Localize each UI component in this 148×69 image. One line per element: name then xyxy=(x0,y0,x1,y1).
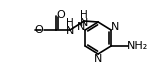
Text: N: N xyxy=(77,22,85,32)
Text: N: N xyxy=(111,22,120,32)
Text: N: N xyxy=(80,18,88,28)
Text: NH₂: NH₂ xyxy=(127,41,148,51)
Text: H: H xyxy=(66,18,73,28)
Text: O: O xyxy=(35,25,44,35)
Text: O: O xyxy=(57,10,66,20)
Text: H: H xyxy=(80,10,88,20)
Text: N: N xyxy=(65,26,74,36)
Text: N: N xyxy=(94,55,102,65)
